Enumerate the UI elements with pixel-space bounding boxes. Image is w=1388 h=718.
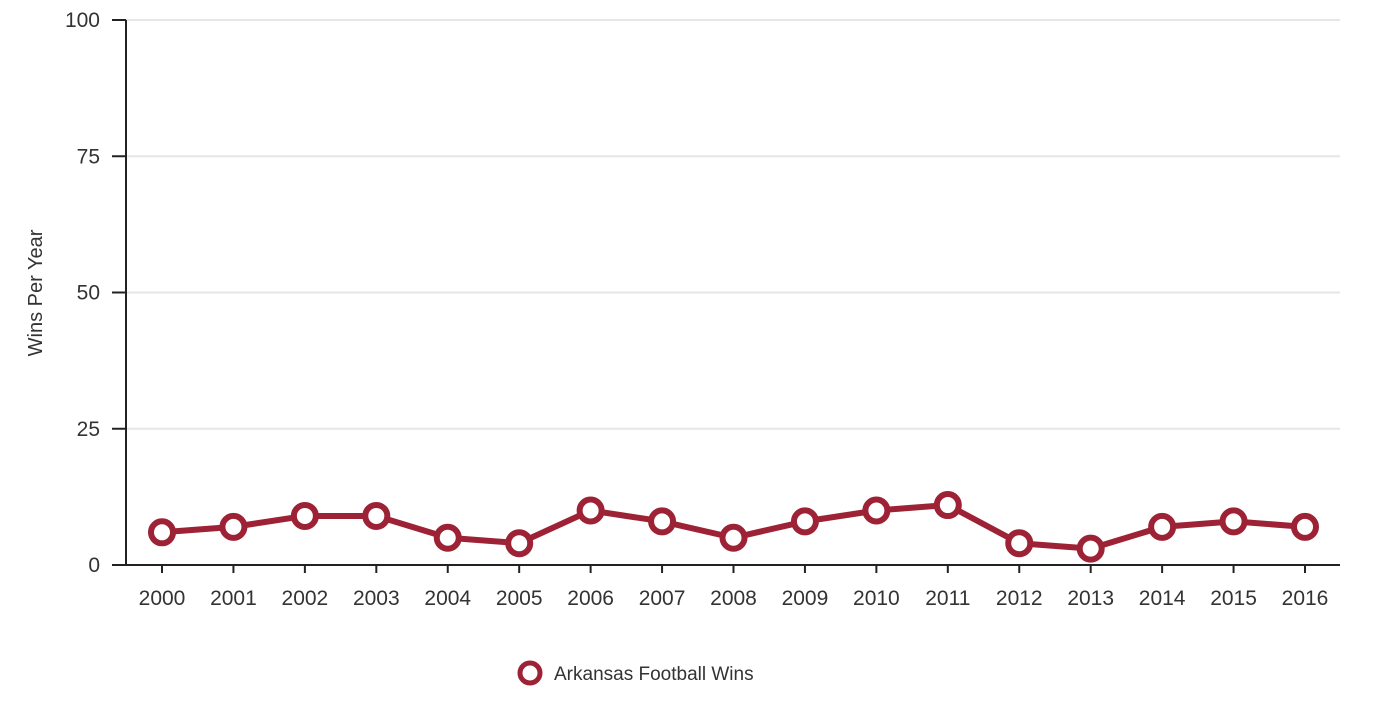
data-point[interactable] bbox=[505, 529, 534, 558]
data-point[interactable] bbox=[933, 491, 962, 520]
data-point[interactable] bbox=[1219, 507, 1248, 536]
data-point[interactable] bbox=[219, 512, 248, 541]
y-tick-label: 50 bbox=[77, 282, 100, 305]
data-point[interactable] bbox=[576, 496, 605, 525]
series-layer bbox=[148, 491, 1319, 563]
data-point[interactable] bbox=[290, 501, 319, 530]
x-tick-label: 2010 bbox=[853, 587, 900, 610]
data-point[interactable] bbox=[1005, 529, 1034, 558]
y-tick-label: 25 bbox=[77, 418, 100, 441]
legend[interactable]: Arkansas Football Wins bbox=[517, 660, 754, 686]
data-point[interactable] bbox=[719, 523, 748, 552]
data-point[interactable] bbox=[433, 523, 462, 552]
gridlines bbox=[126, 19, 1340, 430]
legend-marker-icon bbox=[517, 660, 543, 686]
data-point[interactable] bbox=[648, 507, 677, 536]
x-tick-label: 2012 bbox=[996, 587, 1043, 610]
x-tick-label: 2011 bbox=[925, 587, 970, 610]
data-point[interactable] bbox=[1148, 512, 1177, 541]
data-point[interactable] bbox=[790, 507, 819, 536]
x-tick-label: 2016 bbox=[1282, 587, 1329, 610]
x-tick-label: 2006 bbox=[567, 587, 614, 610]
x-tick-label: 2008 bbox=[710, 587, 757, 610]
data-point[interactable] bbox=[1076, 534, 1105, 563]
y-tick-label: 0 bbox=[88, 554, 100, 577]
y-axis-title: Wins Per Year bbox=[25, 229, 47, 356]
x-tick-label: 2007 bbox=[639, 587, 686, 610]
x-tick-label: 2013 bbox=[1067, 587, 1114, 610]
x-tick-label: 2014 bbox=[1139, 587, 1186, 610]
x-tick-label: 2005 bbox=[496, 587, 543, 610]
y-tick-label: 100 bbox=[65, 9, 100, 32]
y-axis-ticks: 0 25 50 75 100 bbox=[65, 9, 126, 577]
data-point[interactable] bbox=[148, 518, 176, 547]
x-tick-label: 2001 bbox=[210, 587, 257, 610]
legend-label: Arkansas Football Wins bbox=[554, 664, 754, 685]
x-tick-label: 2015 bbox=[1210, 587, 1257, 610]
x-tick-label: 2009 bbox=[782, 587, 829, 610]
x-tick-label: 2004 bbox=[424, 587, 471, 610]
y-tick-label: 75 bbox=[77, 145, 100, 168]
x-tick-label: 2000 bbox=[139, 587, 186, 610]
x-tick-label: 2002 bbox=[282, 587, 329, 610]
data-point[interactable] bbox=[862, 496, 891, 525]
x-tick-label: 2003 bbox=[353, 587, 400, 610]
x-axis-ticks: 2000 2001 2002 2003 2004 2005 2006 2007 2008 2009… bbox=[139, 565, 1329, 610]
data-point[interactable] bbox=[362, 501, 391, 530]
data-point[interactable] bbox=[1291, 512, 1319, 541]
